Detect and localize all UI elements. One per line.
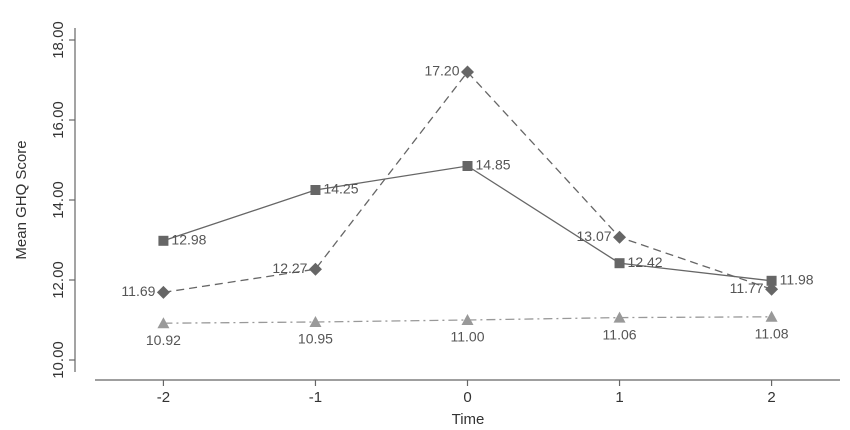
marker	[765, 310, 778, 322]
value-label: 12.98	[171, 232, 206, 248]
marker	[158, 235, 169, 246]
series-line	[163, 165, 772, 282]
marker	[308, 262, 322, 276]
marker	[462, 161, 473, 171]
value-label: 11.06	[603, 326, 637, 342]
value-label: 17.20	[424, 63, 459, 79]
marker	[766, 275, 777, 286]
value-label: 11.08	[755, 326, 789, 342]
y-tick-label: 12.00	[50, 261, 67, 299]
value-label: 11.98	[780, 272, 814, 288]
y-tick-label: 18.00	[50, 21, 67, 59]
x-tick-label: -2	[157, 389, 170, 406]
y-tick-label: 16.00	[50, 101, 67, 139]
value-label: 12.27	[272, 260, 307, 276]
marker	[310, 185, 321, 195]
value-label: 11.00	[451, 329, 485, 345]
marker	[765, 282, 779, 296]
marker	[157, 317, 170, 329]
value-label: 10.95	[298, 331, 333, 347]
value-label: 12.42	[628, 254, 663, 270]
value-label: 13.07	[576, 228, 611, 244]
y-tick-label: 10.00	[50, 341, 67, 379]
y-axis-title: Mean GHQ Score	[13, 140, 30, 259]
value-label: 11.77	[730, 280, 764, 296]
marker	[309, 316, 322, 327]
x-axis-title: Time	[452, 411, 485, 428]
y-tick-label: 14.00	[50, 181, 67, 219]
marker	[461, 314, 474, 325]
value-label: 14.25	[323, 181, 358, 197]
value-label: 14.85	[476, 157, 511, 173]
value-label: 11.69	[121, 283, 155, 299]
x-tick-label: -1	[309, 389, 322, 406]
series-line	[163, 70, 772, 294]
x-tick-label: 1	[615, 389, 623, 406]
x-tick-label: 2	[767, 389, 775, 406]
x-tick-label: 0	[463, 389, 471, 406]
marker	[156, 285, 170, 299]
marker	[613, 230, 627, 244]
marker	[461, 65, 474, 79]
marker	[613, 311, 626, 323]
marker	[614, 258, 625, 269]
value-label: 10.92	[146, 332, 181, 348]
